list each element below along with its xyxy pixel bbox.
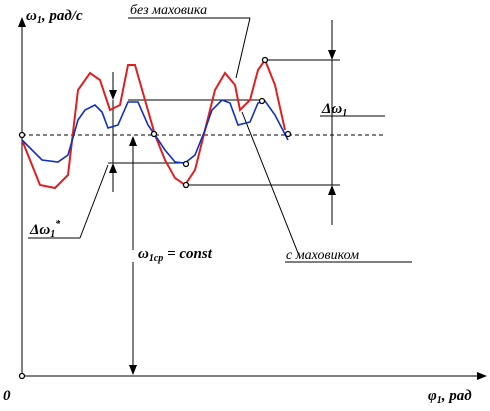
mean-symbol: ω bbox=[138, 246, 149, 262]
mean-subscript: 1ср bbox=[149, 253, 163, 264]
mean-label: ω1ср = const bbox=[138, 246, 213, 264]
delta-small: Δω1* bbox=[29, 219, 61, 240]
label-without: без маховика bbox=[130, 3, 207, 18]
delta-small-subscript: 1 bbox=[50, 229, 55, 240]
delta-big: Δω1 bbox=[321, 101, 347, 119]
x-subscript: 1 bbox=[437, 395, 442, 406]
delta-small-sup: * bbox=[55, 219, 61, 230]
x-label: φ1, рад bbox=[428, 388, 472, 406]
y-unit: , рад/с bbox=[41, 8, 83, 24]
y-label: ω1, рад/с bbox=[26, 8, 83, 26]
label-with: с маховиком bbox=[286, 248, 359, 263]
delta-big-subscript: 1 bbox=[342, 108, 347, 119]
delta-big-symbol: Δω bbox=[321, 101, 342, 117]
y-symbol: ω bbox=[26, 8, 37, 24]
mean-rest: = const bbox=[163, 246, 212, 262]
x-unit: , рад bbox=[441, 388, 473, 404]
x-symbol: φ bbox=[428, 388, 437, 404]
curve-without-flywheel bbox=[21, 57, 286, 190]
points bbox=[18, 56, 292, 380]
axes bbox=[18, 17, 487, 380]
delta-small-symbol: Δω bbox=[29, 222, 50, 238]
origin: 0 bbox=[3, 388, 11, 404]
y-subscript: 1 bbox=[37, 15, 42, 26]
